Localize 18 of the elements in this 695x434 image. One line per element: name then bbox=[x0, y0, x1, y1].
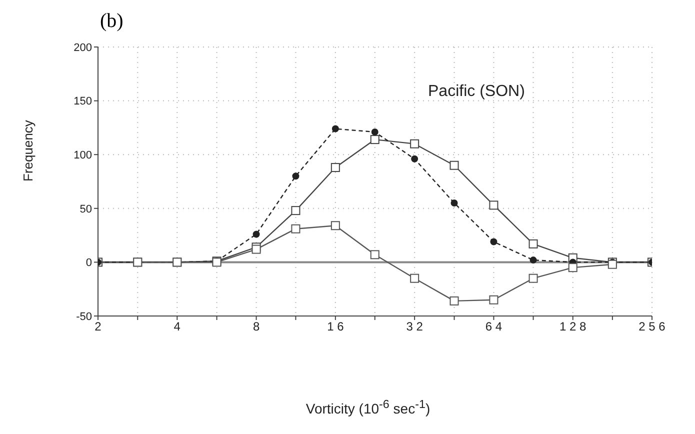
y-tick-label: 50 bbox=[80, 203, 92, 216]
y-tick-label: 100 bbox=[74, 150, 92, 162]
x-tick-label: 2 5 6 bbox=[638, 320, 666, 334]
x-tick-label: 2 bbox=[94, 320, 102, 334]
y-axis-title: Frequency bbox=[20, 120, 36, 182]
x-tick-label: 1 6 bbox=[327, 320, 344, 334]
y-tick-label: 200 bbox=[74, 42, 92, 54]
y-tick-label: 150 bbox=[74, 96, 92, 108]
y-tick-label: 0 bbox=[86, 257, 92, 270]
x-tick-label: 3 2 bbox=[406, 320, 424, 334]
y-tick-label: -50 bbox=[76, 310, 92, 323]
x-tick-label: 1 2 8 bbox=[560, 320, 587, 334]
x-axis-title: Vorticity (10$^{-6}$ sec$^{-1}$) bbox=[304, 398, 432, 417]
x-tick-label: 8 bbox=[252, 320, 260, 334]
annotation: Pacific (SON) bbox=[428, 83, 525, 101]
chart-title: (b) bbox=[100, 10, 124, 33]
x-tick-label: 4 bbox=[174, 320, 181, 334]
x-tick-label: 6 4 bbox=[485, 320, 502, 334]
